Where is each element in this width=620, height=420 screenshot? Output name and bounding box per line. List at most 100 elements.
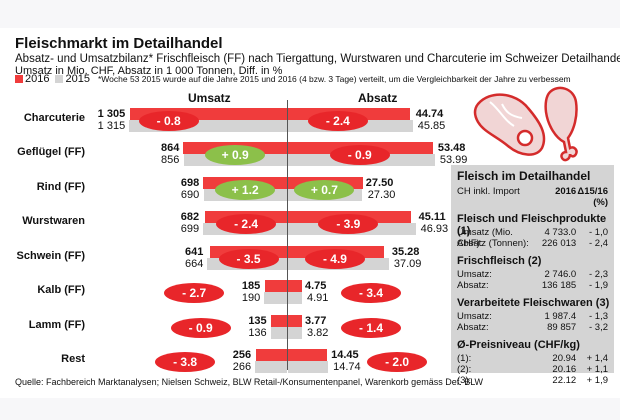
category-label: Wurstwaren bbox=[22, 215, 85, 227]
umsatz-value-2016: 135 bbox=[248, 315, 267, 327]
absatz-bar-2015 bbox=[288, 327, 302, 339]
category-label: Kalb (FF) bbox=[37, 284, 85, 296]
info-box-scope: CH inkl. Import bbox=[457, 186, 520, 197]
absatz-value-2015: 14.74 bbox=[333, 361, 361, 373]
absatz-bar-2016 bbox=[288, 280, 302, 292]
umsatz-value-2015: 664 bbox=[184, 258, 204, 270]
umsatz-diff-badge: - 3.8 bbox=[155, 352, 216, 372]
category-label: Rest bbox=[61, 353, 85, 365]
umsatz-value-2015: 266 bbox=[232, 361, 252, 373]
info-box-row: Umsatz: 2 746.0 - 2,3 bbox=[457, 269, 608, 280]
absatz-value-2016: 14.45 bbox=[331, 349, 359, 361]
info-box-row: (1): 20.94 + 1,4 bbox=[457, 353, 608, 364]
umsatz-bar-2015 bbox=[264, 292, 287, 304]
info-box-row: (3): 22.12 + 1,9 bbox=[457, 375, 608, 386]
category-label: Schwein (FF) bbox=[16, 250, 85, 262]
info-box-label: Umsatz: bbox=[457, 311, 492, 322]
info-box-delta: + 1,1 bbox=[586, 364, 608, 375]
umsatz-value-2015: 856 bbox=[160, 154, 180, 166]
absatz-value-2016: 35.28 bbox=[391, 246, 420, 258]
umsatz-value-2015: 699 bbox=[180, 223, 200, 235]
info-box-section-heading: Verarbeitete Fleischwaren (3) bbox=[457, 297, 610, 309]
absatz-value-2016: 45.11 bbox=[418, 211, 446, 223]
absatz-value-2016: 27.50 bbox=[365, 177, 394, 189]
info-box-row: Umsatz (Mio. CHF): 4 733.0 - 1,0 bbox=[457, 227, 608, 249]
center-axis bbox=[287, 100, 288, 370]
umsatz-bar-2015 bbox=[255, 361, 287, 373]
absatz-value-2016: 53.48 bbox=[437, 142, 466, 154]
umsatz-value-2016: 185 bbox=[241, 280, 261, 292]
info-box-section-heading: Ø-Preisniveau (CHF/kg) bbox=[457, 339, 580, 351]
umsatz-diff-badge: - 0.9 bbox=[170, 318, 231, 338]
umsatz-value-2016: 682 bbox=[180, 211, 200, 223]
absatz-value-2015: 45.85 bbox=[417, 120, 446, 132]
legend-label-2016: 2016 bbox=[25, 73, 50, 85]
info-box-value: 4 733.0 bbox=[544, 227, 577, 238]
absatz-value-2016: 4.75 bbox=[305, 280, 327, 292]
umsatz-diff-badge: - 2.4 bbox=[216, 214, 277, 234]
info-box-value: 20.94 bbox=[552, 353, 577, 364]
info-box-label: Absatz (Tonnen): bbox=[457, 238, 529, 249]
info-box-delta: + 1,4 bbox=[586, 353, 608, 364]
absatz-diff-badge: - 2.4 bbox=[307, 111, 368, 131]
info-box-label: Umsatz (Mio. CHF): bbox=[457, 227, 513, 249]
umsatz-value-2016: 698 bbox=[180, 177, 200, 189]
umsatz-bar-2016 bbox=[270, 315, 287, 327]
legend-swatch-2015 bbox=[55, 75, 64, 83]
info-box-row: Absatz: 136 185 - 1,9 bbox=[457, 280, 608, 291]
umsatz-bar-2016 bbox=[264, 280, 287, 292]
absatz-bar-2015 bbox=[288, 361, 329, 373]
absatz-value-2016: 3.77 bbox=[305, 315, 327, 327]
category-label: Lamm (FF) bbox=[28, 319, 85, 331]
info-box-value: 2 746.0 bbox=[544, 269, 577, 280]
umsatz-value-2015: 190 bbox=[241, 292, 261, 304]
info-box-col-delta-unit: (%) bbox=[593, 197, 608, 208]
info-box-delta: - 3,2 bbox=[588, 322, 608, 333]
umsatz-diff-badge: - 2.7 bbox=[164, 283, 225, 303]
chart-subtitle: Absatz- und Umsatzbilanz* Frischfleisch … bbox=[15, 53, 620, 65]
umsatz-diff-badge: + 1.2 bbox=[215, 180, 276, 200]
umsatz-diff-badge: + 0.9 bbox=[205, 145, 266, 165]
info-box-delta: - 2,3 bbox=[588, 269, 608, 280]
absatz-diff-badge: - 4.9 bbox=[304, 249, 365, 269]
info-box-title: Fleisch im Detailhandel bbox=[457, 169, 591, 183]
info-box-delta: - 1,3 bbox=[588, 311, 608, 322]
absatz-bar-2015 bbox=[288, 292, 302, 304]
umsatz-diff-badge: - 3.5 bbox=[218, 249, 279, 269]
info-box-value: 89 857 bbox=[547, 322, 577, 333]
absatz-value-2015: 4.91 bbox=[307, 292, 329, 304]
info-box-label: Absatz: bbox=[457, 280, 489, 291]
umsatz-bar-2015 bbox=[270, 327, 287, 339]
absatz-value-2015: 46.93 bbox=[420, 223, 449, 235]
info-box-delta: + 1,9 bbox=[586, 375, 608, 386]
info-box-delta: - 1,9 bbox=[588, 280, 608, 291]
umsatz-value-2015: 136 bbox=[248, 327, 267, 339]
absatz-value-2015: 53.99 bbox=[439, 154, 468, 166]
info-box-value: 20.16 bbox=[552, 364, 577, 375]
absatz-value-2015: 27.30 bbox=[367, 189, 396, 201]
absatz-diff-badge: - 1.4 bbox=[341, 318, 401, 338]
umsatz-value-2016: 1 305 bbox=[97, 108, 126, 120]
info-box-label: (2): bbox=[457, 364, 472, 375]
info-box-label: (3): bbox=[457, 375, 472, 386]
info-box-row: (2): 20.16 + 1,1 bbox=[457, 364, 608, 375]
info-box-delta: - 2,4 bbox=[588, 238, 608, 249]
info-box-value: 226 013 bbox=[541, 238, 577, 249]
umsatz-bar-2016 bbox=[256, 349, 287, 361]
category-label: Geflügel (FF) bbox=[17, 146, 85, 158]
source-note: Quelle: Fachbereich Marktanalysen; Niels… bbox=[15, 377, 484, 387]
absatz-bar-2016 bbox=[288, 315, 302, 327]
absatz-value-2016: 44.74 bbox=[415, 108, 444, 120]
footnote: *Woche 53 2015 wurde auf die Jahre 2015 … bbox=[97, 74, 571, 84]
category-label: Rind (FF) bbox=[36, 181, 85, 193]
info-box: Fleisch im Detailhandel CH inkl. Import … bbox=[451, 165, 614, 386]
info-box-value: 22.12 bbox=[552, 375, 577, 386]
info-box-value: 136 185 bbox=[541, 280, 577, 291]
category-label: Charcuterie bbox=[23, 112, 85, 124]
chart-title: Fleischmarkt im Detailhandel bbox=[15, 35, 223, 52]
chart-units: Umsatz in Mio. CHF, Absatz in 1 000 Tonn… bbox=[15, 65, 283, 77]
absatz-header: Absatz bbox=[358, 91, 398, 105]
umsatz-value-2016: 641 bbox=[184, 246, 204, 258]
info-box-row: Absatz (Tonnen): 226 013 - 2,4 bbox=[457, 238, 608, 249]
legend-swatch-2016 bbox=[15, 75, 23, 83]
